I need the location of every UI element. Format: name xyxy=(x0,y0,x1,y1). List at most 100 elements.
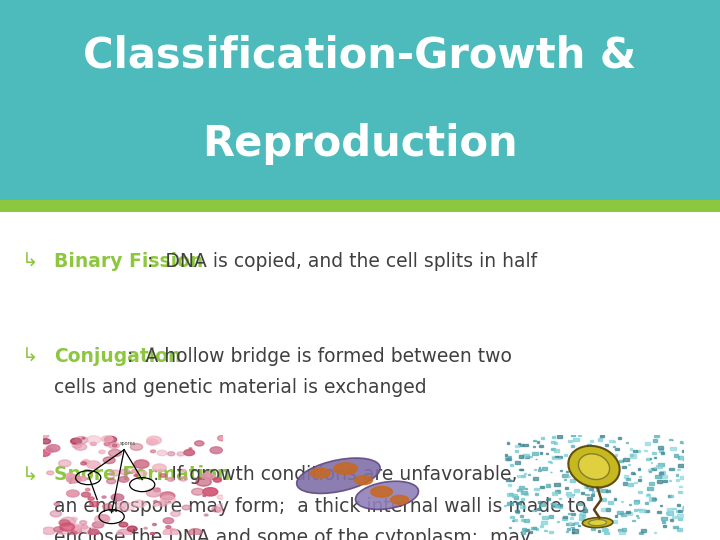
Bar xyxy=(535,458,536,460)
Text: Classification-Growth &: Classification-Growth & xyxy=(84,35,636,77)
Circle shape xyxy=(60,523,75,531)
Text: Conjugation: Conjugation xyxy=(54,347,181,366)
Bar xyxy=(626,512,631,515)
Bar xyxy=(525,488,527,489)
Circle shape xyxy=(50,511,61,517)
Bar xyxy=(598,438,602,441)
Bar xyxy=(510,480,512,481)
Bar xyxy=(613,467,617,468)
Circle shape xyxy=(94,515,110,523)
Bar xyxy=(612,521,616,523)
Bar xyxy=(520,504,526,508)
Bar xyxy=(577,470,580,472)
Bar xyxy=(508,526,510,528)
Bar xyxy=(555,456,558,457)
Bar xyxy=(605,475,611,478)
Bar xyxy=(672,516,677,518)
Bar xyxy=(513,495,517,497)
Circle shape xyxy=(78,477,86,481)
Bar xyxy=(519,455,523,458)
Bar xyxy=(519,469,523,470)
Bar xyxy=(647,469,651,470)
Bar xyxy=(662,521,665,523)
Bar xyxy=(644,510,649,512)
Circle shape xyxy=(119,476,129,482)
Bar xyxy=(673,454,678,457)
Circle shape xyxy=(81,525,88,529)
Bar xyxy=(602,462,603,463)
Bar xyxy=(621,513,626,516)
Bar xyxy=(554,483,559,486)
Bar xyxy=(652,497,656,500)
Bar xyxy=(654,467,655,468)
Circle shape xyxy=(217,495,225,500)
Bar xyxy=(523,454,528,457)
Bar xyxy=(670,495,672,497)
Circle shape xyxy=(132,469,138,472)
Circle shape xyxy=(310,468,330,478)
Bar xyxy=(572,529,578,532)
Circle shape xyxy=(130,443,143,450)
Bar xyxy=(657,480,662,483)
Bar xyxy=(518,489,522,491)
Circle shape xyxy=(203,474,210,477)
Bar xyxy=(587,523,592,525)
Circle shape xyxy=(91,442,96,446)
Circle shape xyxy=(81,462,86,465)
Bar xyxy=(651,468,656,470)
Bar xyxy=(516,475,520,477)
Circle shape xyxy=(72,524,81,529)
Bar xyxy=(504,505,506,506)
Bar xyxy=(673,526,678,529)
Circle shape xyxy=(153,501,157,503)
Circle shape xyxy=(71,528,82,534)
Circle shape xyxy=(109,449,122,457)
Bar xyxy=(629,464,630,465)
Bar xyxy=(657,465,662,468)
Bar xyxy=(542,467,547,470)
Bar xyxy=(591,494,595,496)
Bar xyxy=(645,502,649,504)
Bar xyxy=(658,463,665,466)
Bar xyxy=(678,514,683,517)
Bar xyxy=(518,443,520,444)
Bar xyxy=(678,456,683,459)
Bar xyxy=(505,457,510,460)
Bar xyxy=(552,436,555,438)
Bar xyxy=(589,488,593,490)
Circle shape xyxy=(102,436,113,442)
Bar xyxy=(613,498,616,500)
Bar xyxy=(609,468,613,469)
Circle shape xyxy=(82,460,90,464)
Bar xyxy=(513,496,518,499)
Circle shape xyxy=(168,477,174,481)
Bar xyxy=(608,501,613,503)
Bar xyxy=(673,508,676,509)
Circle shape xyxy=(139,471,147,476)
Bar xyxy=(562,474,568,477)
Bar xyxy=(587,444,591,447)
Bar xyxy=(536,441,539,443)
Bar xyxy=(678,464,684,467)
Circle shape xyxy=(196,477,211,486)
Bar xyxy=(683,450,685,451)
Text: ↳: ↳ xyxy=(22,252,38,271)
Bar xyxy=(654,456,656,457)
Bar xyxy=(680,476,685,479)
Bar xyxy=(619,531,625,534)
Circle shape xyxy=(69,531,77,535)
Bar xyxy=(634,482,637,483)
Bar xyxy=(546,453,548,454)
Circle shape xyxy=(54,503,60,505)
Circle shape xyxy=(150,532,154,535)
Text: Binary Fission: Binary Fission xyxy=(54,252,203,271)
Bar xyxy=(559,498,561,500)
Bar xyxy=(626,442,629,443)
Bar xyxy=(596,486,600,488)
Circle shape xyxy=(144,528,148,529)
Bar xyxy=(566,531,568,532)
Circle shape xyxy=(212,507,221,512)
Circle shape xyxy=(189,529,202,536)
Bar xyxy=(534,440,536,442)
Bar xyxy=(549,515,553,517)
